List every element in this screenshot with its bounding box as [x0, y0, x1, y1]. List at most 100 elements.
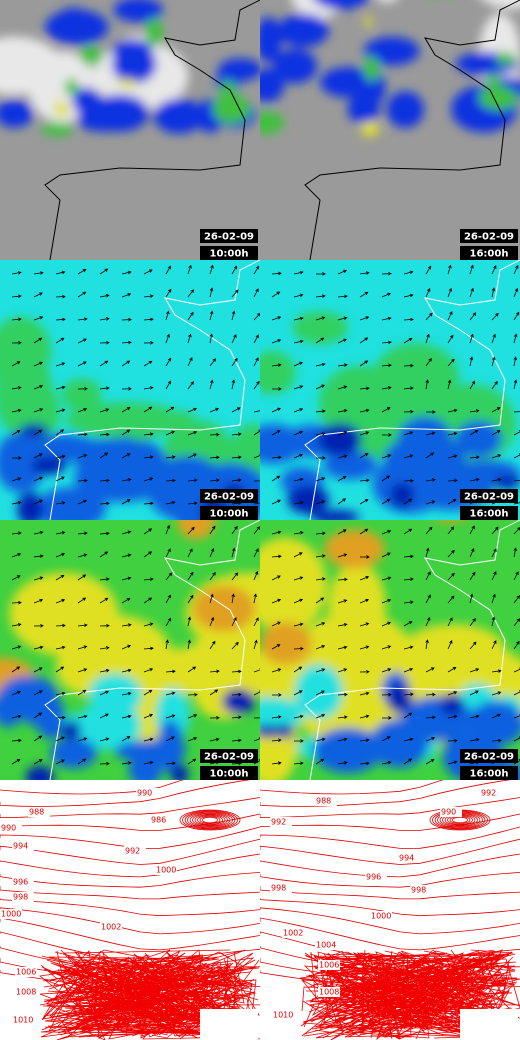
wind-arrow: [359, 575, 370, 581]
wind-arrow: [99, 317, 110, 321]
wind-arrow: [165, 500, 176, 505]
wind-arrow: [381, 552, 391, 558]
wind-arrow: [491, 713, 502, 719]
wind-arrow: [209, 593, 214, 604]
contour-label-bg: [28, 807, 50, 817]
field-blob: [61, 378, 102, 411]
isobar: [260, 780, 511, 807]
wind-arrow: [55, 531, 66, 535]
wind-arrow: [11, 758, 21, 765]
wind-arrow: [337, 737, 348, 742]
wind-arrow: [55, 429, 65, 436]
wind-arrow: [359, 738, 370, 742]
wind-arrow: [447, 287, 452, 298]
wind-arrow: [293, 339, 304, 344]
wind-arrow: [187, 692, 198, 697]
wind-arrow: [271, 668, 282, 673]
wind-arrow: [381, 621, 392, 627]
wind-arrow: [33, 316, 44, 321]
weather-field: [0, 520, 260, 780]
field-blob: [76, 106, 130, 132]
contour-label-bg: [12, 877, 34, 887]
wind-arrow: [33, 598, 44, 604]
field-blob: [494, 475, 520, 490]
wind-arrow: [121, 317, 132, 322]
field-blob: [218, 58, 260, 81]
field-blob: [54, 7, 93, 39]
contour-label-bg: [12, 1015, 34, 1025]
wind-arrow: [359, 271, 370, 275]
contour-label: 1010: [13, 1016, 33, 1025]
map-panel: 26-02-09 16:00h: [260, 0, 520, 260]
contour-label-bg: [272, 1010, 294, 1020]
wind-arrow: [359, 528, 369, 535]
field-blob: [62, 720, 81, 740]
wind-arrow: [381, 316, 392, 321]
wind-arrow: [143, 360, 153, 367]
date-box: [200, 229, 258, 243]
wind-arrow: [99, 452, 109, 459]
wind-arrow: [121, 530, 132, 535]
wind-arrow: [293, 739, 304, 743]
wind-arrow: [143, 577, 154, 582]
wind-arrow: [33, 476, 43, 482]
wind-arrow: [271, 430, 281, 436]
wind-arrow: [337, 431, 348, 436]
wind-arrow: [55, 736, 65, 742]
wind-arrow: [447, 478, 458, 483]
wind-arrow: [293, 646, 304, 651]
isobar-dense: [39, 949, 260, 1040]
contour-label: 992: [271, 818, 286, 827]
wind-arrow: [271, 761, 282, 765]
wind-arrow: [271, 339, 282, 344]
wind-arrow: [469, 312, 477, 321]
wind-arrow: [293, 293, 304, 298]
wind-arrow: [403, 621, 413, 627]
wind-arrow: [403, 528, 413, 535]
isobar: [452, 816, 468, 824]
wind-arrow: [99, 432, 110, 437]
wind-arrow: [143, 668, 154, 673]
field-blob: [21, 696, 65, 728]
wind-arrow: [315, 554, 326, 558]
isobar: [260, 898, 520, 917]
wind-arrow: [187, 616, 192, 627]
contour-label: 990: [137, 789, 152, 798]
wind-arrow: [381, 692, 392, 697]
wind-arrow: [55, 552, 66, 558]
wind-arrow: [513, 736, 520, 742]
wind-arrow: [359, 645, 370, 650]
wind-arrow: [381, 668, 392, 673]
field-blob: [364, 36, 420, 66]
wind-arrow: [337, 715, 348, 719]
wind-arrow: [77, 408, 88, 413]
wind-arrow: [77, 291, 87, 298]
wind-arrow: [231, 547, 236, 558]
wind-arrow: [121, 293, 132, 298]
wind-arrow: [165, 594, 171, 604]
wind-arrow: [33, 645, 44, 650]
field-blob: [260, 350, 296, 395]
wind-arrow: [121, 499, 131, 505]
wind-arrow: [491, 571, 497, 581]
wind-arrow: [187, 758, 197, 765]
wind-arrow: [231, 289, 239, 298]
wind-arrow: [425, 288, 431, 298]
wind-arrow: [99, 669, 110, 673]
wind-arrow: [315, 531, 326, 536]
field-blob: [192, 585, 255, 632]
wind-arrow: [165, 333, 170, 344]
wind-arrow: [469, 264, 474, 275]
wind-arrow: [491, 287, 496, 298]
field-blob: [486, 73, 502, 88]
wind-arrow: [447, 431, 458, 436]
wind-arrow: [77, 432, 88, 437]
wind-arrow: [271, 644, 281, 650]
wind-arrow: [187, 381, 195, 390]
wind-arrow: [33, 385, 44, 390]
wind-arrow: [77, 478, 88, 483]
field-blob: [363, 16, 373, 26]
wind-arrow: [293, 316, 304, 321]
wind-arrow: [77, 623, 88, 628]
wind-arrow: [209, 640, 216, 650]
